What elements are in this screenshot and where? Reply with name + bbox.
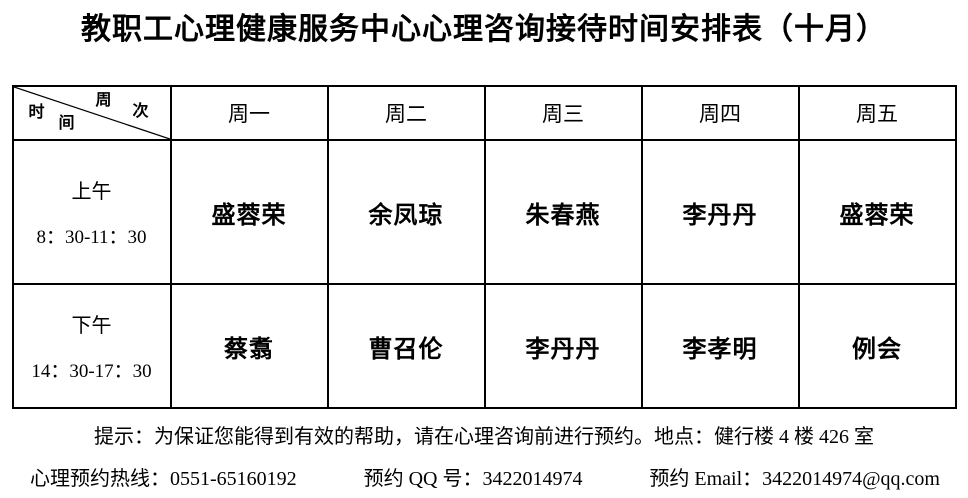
afternoon-row: 下午 14：30-17：30 蔡翥 曹召伦 李丹丹 李孝明 例会 xyxy=(11,283,957,409)
schedule-cell: 李丹丹 xyxy=(640,139,800,285)
schedule-table: 周 次 时 间 周一 周二 周三 周四 周五 上午 8：30-11：30 xyxy=(11,85,957,409)
diagonal-line xyxy=(14,88,169,138)
schedule-cell: 盛蓉荣 xyxy=(169,139,329,285)
day-header-friday: 周五 xyxy=(797,85,957,141)
schedule-cell: 曹召伦 xyxy=(326,283,486,409)
qq-text: 预约 QQ 号：3422014974 xyxy=(363,468,583,490)
corner-week-char-1: 周 xyxy=(95,92,112,109)
time-range: 8：30-11：30 xyxy=(36,227,147,248)
schedule-cell: 李孝明 xyxy=(640,283,800,409)
afternoon-period-cell: 下午 14：30-17：30 xyxy=(11,283,172,409)
page-title: 教职工心理健康服务中心心理咨询接待时间安排表（十月） xyxy=(81,13,887,46)
corner-time-char-2: 间 xyxy=(58,115,75,132)
morning-row: 上午 8：30-11：30 盛蓉荣 余凤琼 朱春燕 李丹丹 盛蓉荣 xyxy=(11,139,957,285)
corner-cell-content: 周 次 时 间 xyxy=(14,88,169,138)
period-label: 上午 xyxy=(71,181,112,203)
day-header-tuesday: 周二 xyxy=(326,85,486,141)
schedule-cell: 例会 xyxy=(797,283,957,409)
schedule-cell: 蔡翥 xyxy=(169,283,329,409)
tip-note: 提示：为保证您能得到有效的帮助，请在心理咨询前进行预约。地点：健行楼 4 楼 4… xyxy=(94,426,874,448)
schedule-cell: 朱春燕 xyxy=(483,139,643,285)
schedule-cell: 李丹丹 xyxy=(483,283,643,409)
email-text: 预约 Email：3422014974@qq.com xyxy=(649,468,940,490)
day-header-wednesday: 周三 xyxy=(483,85,643,141)
time-range: 14：30-17：30 xyxy=(31,361,152,382)
schedule-cell: 余凤琼 xyxy=(326,139,486,285)
day-header-monday: 周一 xyxy=(169,85,329,141)
corner-week-char-2: 次 xyxy=(132,103,149,120)
day-header-thursday: 周四 xyxy=(640,85,800,141)
schedule-cell: 盛蓉荣 xyxy=(797,139,957,285)
period-label: 下午 xyxy=(71,315,112,337)
hotline-text: 心理预约热线：0551-65160192 xyxy=(30,468,297,490)
corner-time-char-1: 时 xyxy=(28,104,45,121)
contact-line: 心理预约热线：0551-65160192 预约 QQ 号：3422014974 … xyxy=(0,462,968,491)
table-header-row: 周 次 时 间 周一 周二 周三 周四 周五 xyxy=(11,85,957,141)
corner-cell: 周 次 时 间 xyxy=(11,85,172,141)
morning-period-cell: 上午 8：30-11：30 xyxy=(11,139,172,285)
